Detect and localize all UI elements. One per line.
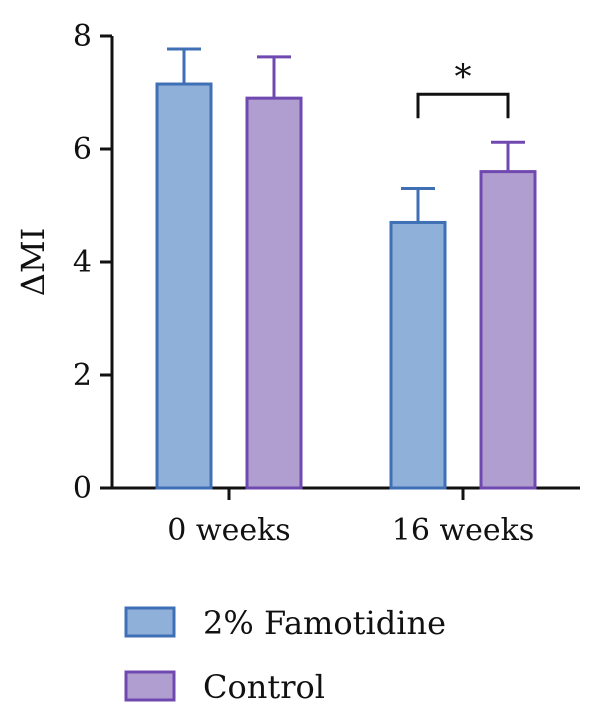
bars [155,82,537,490]
x-tick-label: 0 weeks [167,513,290,548]
y-tick-label: 4 [73,245,92,280]
legend-label: Control [203,668,325,706]
bar-control-1 [479,170,537,490]
legend-swatch [124,670,176,702]
legend-label: 2% Famotidine [203,604,446,642]
y-tick-label: 0 [73,471,92,506]
significance-label: * [455,57,472,97]
x-axis: 0 weeks 16 weeks [112,486,580,548]
legend: 2% Famotidine Control [124,604,446,706]
y-tick-label: 6 [73,132,92,167]
y-axis-title: ΔMI [14,228,52,297]
x-tick-label: 16 weeks [392,513,534,548]
significance-bracket [416,92,510,119]
bar-control-0 [245,96,303,490]
y-tick-label: 8 [73,19,92,54]
bar-2-famotidine-0 [155,82,213,490]
y-tick-label: 2 [73,358,92,393]
legend-swatch [124,606,176,638]
bar-2-famotidine-1 [389,220,447,490]
significance-annotations: * [416,57,510,119]
error-bars [167,47,525,223]
y-axis: 0 2 4 6 8 [73,19,114,506]
